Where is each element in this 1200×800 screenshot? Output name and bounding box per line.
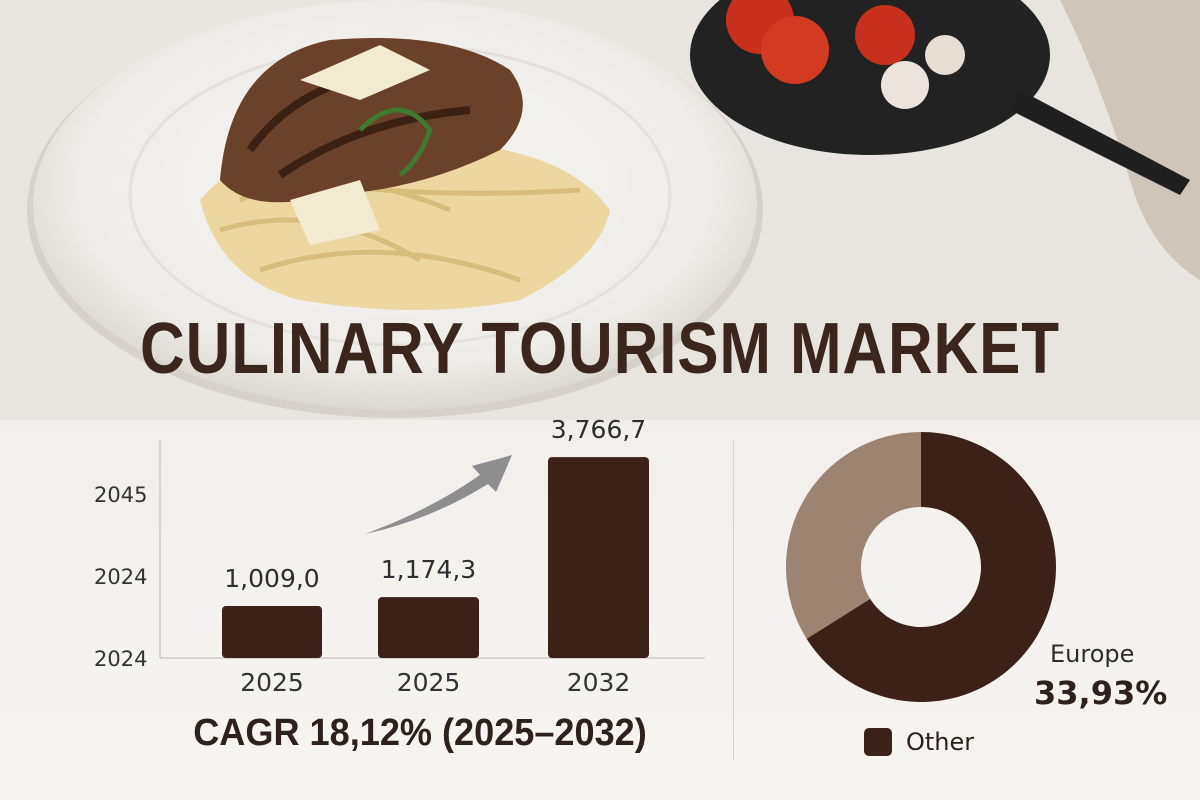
bar [378, 597, 479, 658]
food-photo [0, 0, 1200, 420]
europe-label: Europe [1050, 640, 1135, 668]
donut-slice-other [806, 432, 1056, 702]
value-label: 1,009,0 [224, 564, 320, 594]
bar [222, 606, 322, 658]
y-tick-label: 2045 [94, 483, 148, 507]
bar [548, 457, 649, 658]
x-tick-label: 2025 [396, 668, 461, 697]
skillet [690, 0, 1190, 195]
bar-chart [159, 440, 705, 659]
legend-swatch [864, 728, 892, 756]
y-tick-label: 2024 [94, 647, 148, 671]
donut-slice-europe [786, 432, 921, 639]
divider [733, 440, 734, 760]
donut-chart [786, 432, 1056, 702]
x-tick-label: 2025 [240, 668, 304, 697]
y-tick-label: 2024 [94, 565, 148, 589]
trend-arrow [365, 455, 512, 534]
page-title: CULINARY TOURISM MARKET [140, 309, 1060, 389]
europe-value: 33,93% [1034, 674, 1168, 712]
value-label: 1,174,3 [380, 555, 477, 585]
legend-label: Other [906, 728, 975, 756]
value-label: 3,766,7 [550, 415, 647, 445]
cagr-annotation: CAGR 18,12% (2025–2032) [193, 712, 647, 754]
x-tick-label: 2032 [566, 668, 631, 697]
legend: Other [864, 728, 974, 756]
